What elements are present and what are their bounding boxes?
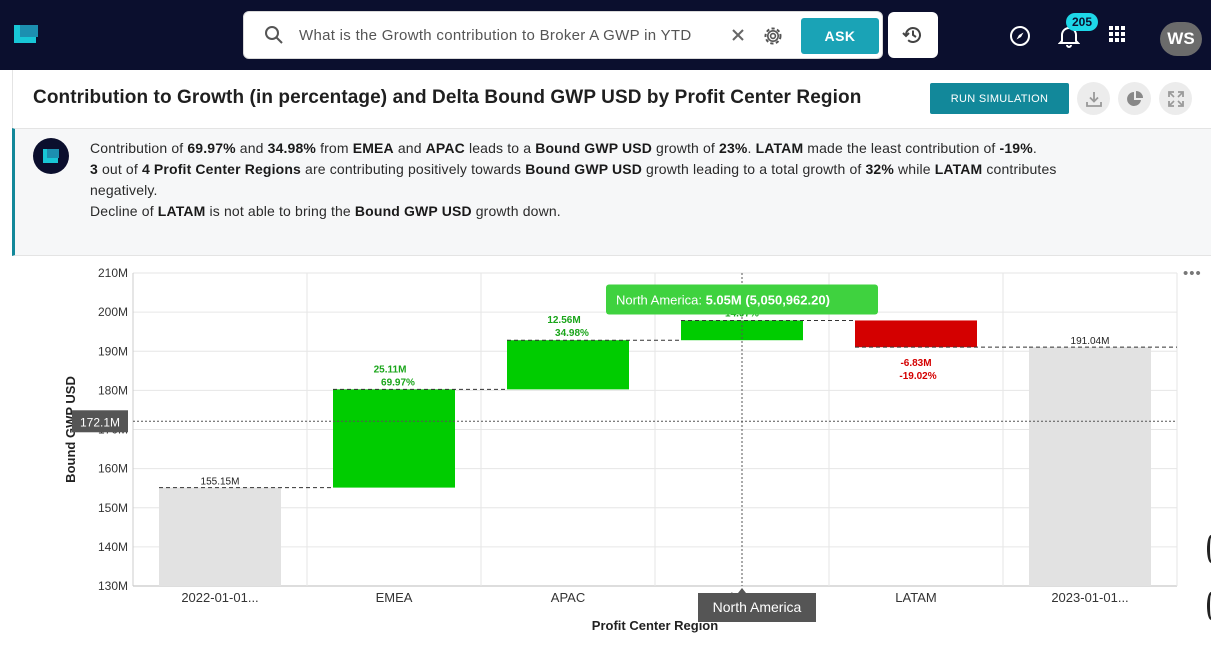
x-axis-title: Profit Center Region (592, 618, 718, 633)
crosshair-y-label: 172.1M (80, 415, 120, 429)
expand-button[interactable] (1159, 82, 1192, 115)
search-input[interactable]: What is the Growth contribution to Broke… (299, 27, 692, 44)
notification-badge: 205 (1066, 13, 1098, 31)
apps-grid-icon[interactable] (1107, 24, 1127, 44)
insight-line-3: Decline of LATAM is not able to bring th… (90, 203, 561, 219)
crosshair-x-label: North America (713, 599, 802, 615)
tooltip-text: North America: 5.05M (5,050,962.20) (616, 292, 830, 307)
chart-type-button[interactable] (1118, 82, 1151, 115)
edge-decoration (1207, 535, 1211, 563)
bar-increase (333, 389, 455, 488)
data-label-value: 191.04M (1071, 336, 1110, 347)
more-options-icon[interactable]: ••• (1183, 265, 1202, 282)
waterfall-chart[interactable]: 130M140M150M160M170M180M190M200M210M155.… (0, 257, 1211, 653)
gear-icon[interactable] (762, 25, 784, 47)
data-label-value: 12.56M (547, 315, 580, 326)
insight-line-2: 3 out of 4 Profit Center Regions are con… (90, 161, 1057, 198)
bar-decrease (855, 320, 977, 348)
y-tick-label: 130M (98, 579, 128, 593)
insight-text: Contribution of 69.97% and 34.98% from E… (90, 138, 1070, 222)
data-label-pct: 69.97% (381, 377, 415, 388)
insight-line-1: Contribution of 69.97% and 34.98% from E… (90, 140, 1037, 156)
history-icon (902, 27, 921, 43)
insight-panel: Contribution of 69.97% and 34.98% from E… (12, 128, 1211, 256)
expand-icon (1168, 91, 1184, 107)
crosshair-x-pointer (738, 588, 746, 593)
user-avatar[interactable]: WS (1160, 22, 1202, 56)
search-icon (265, 26, 283, 44)
bar-increase (507, 340, 629, 390)
run-simulation-button[interactable]: RUN SIMULATION (930, 83, 1069, 114)
crosshair-x-label-bg (698, 593, 816, 622)
y-tick-label: 160M (98, 462, 128, 476)
y-tick-label: 150M (98, 501, 128, 515)
x-tick-label: LATAM (895, 590, 936, 605)
tooltip-series-name: North America: (616, 292, 706, 307)
app-logo[interactable] (12, 22, 40, 46)
compass-icon[interactable] (1008, 24, 1032, 48)
x-tick-label: 2022-01-01... (181, 590, 258, 605)
pie-chart-icon (1127, 91, 1143, 106)
data-label-pct: 34.98% (555, 328, 589, 339)
x-tick-label: EMEA (376, 590, 413, 605)
download-button[interactable] (1077, 82, 1110, 115)
data-label-pct: -19.02% (899, 371, 936, 382)
y-tick-label: 140M (98, 540, 128, 554)
y-tick-label: 190M (98, 344, 128, 358)
data-label-value: -6.83M (900, 358, 931, 369)
download-icon (1086, 92, 1102, 107)
page-title: Contribution to Growth (in percentage) a… (33, 87, 862, 108)
insight-logo (33, 138, 69, 174)
close-icon[interactable] (730, 27, 746, 43)
top-bar: What is the Growth contribution to Broke… (0, 0, 1211, 70)
ask-button[interactable]: ASK (801, 18, 879, 54)
x-tick-label: 2023-01-01... (1051, 590, 1128, 605)
app-logo-icon (43, 149, 59, 163)
y-tick-label: 210M (98, 266, 128, 280)
history-button[interactable] (888, 12, 938, 58)
y-axis-title: Bound GWP USD (63, 376, 78, 483)
data-label-value: 25.11M (374, 364, 407, 375)
bar-total (1029, 347, 1151, 586)
y-tick-label: 180M (98, 383, 128, 397)
data-label-value: 155.15M (201, 477, 240, 488)
y-tick-label: 200M (98, 305, 128, 319)
card-border (12, 70, 13, 128)
tooltip-value: 5.05M (5,050,962.20) (706, 292, 830, 307)
crosshair-y-label-bg (72, 410, 128, 433)
edge-decoration (1207, 592, 1211, 620)
bar-total (159, 487, 281, 586)
x-tick-label: APAC (551, 590, 585, 605)
tooltip-box (606, 284, 878, 315)
search-bar: What is the Growth contribution to Broke… (243, 11, 883, 59)
